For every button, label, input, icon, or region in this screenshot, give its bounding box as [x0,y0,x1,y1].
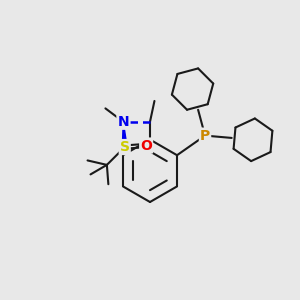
Text: P: P [200,129,210,142]
Text: O: O [140,139,152,152]
Polygon shape [122,122,127,147]
Text: N: N [117,115,129,129]
Text: S: S [120,140,130,154]
